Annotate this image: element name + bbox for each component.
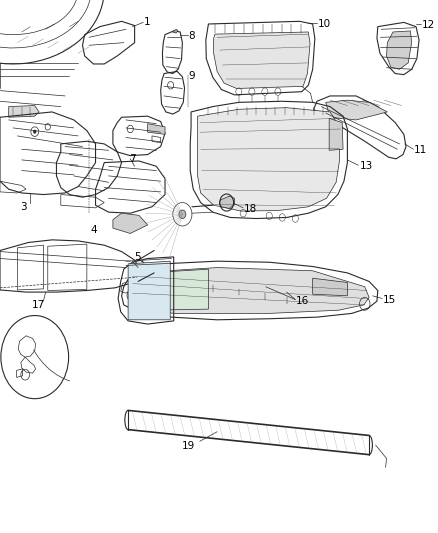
Text: 9: 9	[188, 71, 195, 80]
Text: 19: 19	[182, 441, 195, 450]
Polygon shape	[198, 108, 339, 211]
Text: 16: 16	[296, 296, 309, 306]
Circle shape	[33, 130, 36, 133]
Text: 11: 11	[414, 146, 427, 155]
Text: 15: 15	[383, 295, 396, 304]
Text: 8: 8	[188, 31, 195, 41]
Text: 3: 3	[21, 202, 27, 212]
Polygon shape	[214, 32, 310, 88]
Text: 17: 17	[32, 300, 45, 310]
Text: 12: 12	[422, 20, 435, 30]
Polygon shape	[148, 269, 208, 310]
Polygon shape	[329, 118, 343, 150]
Polygon shape	[219, 196, 234, 208]
Polygon shape	[128, 261, 170, 320]
Text: 5: 5	[134, 252, 140, 262]
Polygon shape	[173, 29, 178, 33]
Text: 4: 4	[90, 225, 97, 235]
Text: 7: 7	[129, 154, 136, 164]
Polygon shape	[127, 268, 369, 313]
Polygon shape	[9, 106, 39, 117]
Polygon shape	[386, 31, 412, 69]
Text: 18: 18	[244, 204, 257, 214]
Text: 1: 1	[144, 18, 151, 27]
Circle shape	[179, 210, 186, 219]
Text: 13: 13	[360, 161, 373, 171]
Text: 10: 10	[318, 19, 331, 29]
Polygon shape	[113, 213, 148, 233]
Polygon shape	[313, 278, 347, 296]
Polygon shape	[148, 124, 165, 134]
Polygon shape	[326, 100, 387, 120]
